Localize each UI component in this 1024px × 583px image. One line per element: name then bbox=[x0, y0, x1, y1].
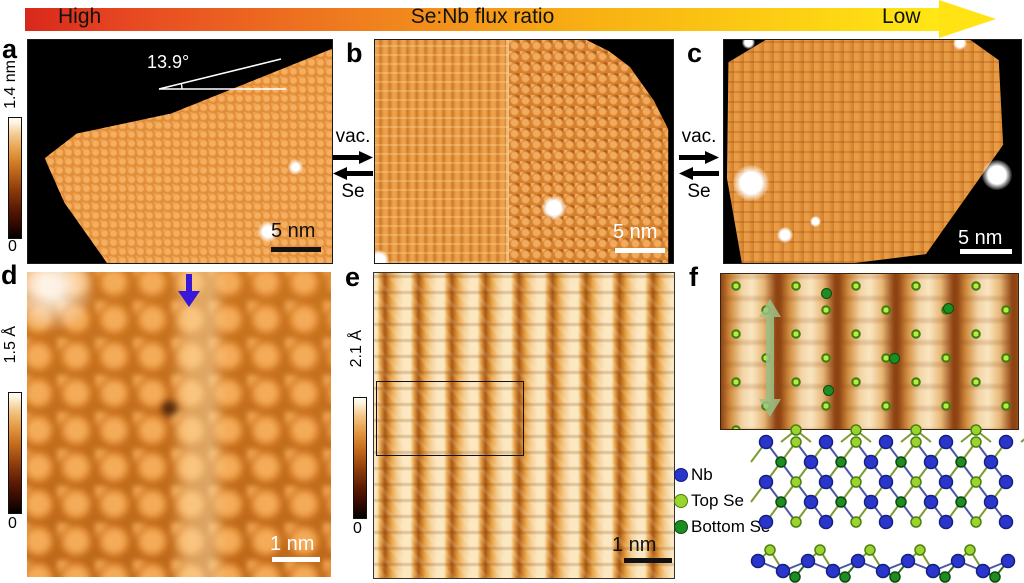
flux-ratio-gradient-arrow bbox=[25, 8, 940, 31]
transfer-annotation-1: vac. Se bbox=[330, 126, 376, 203]
colorbar-e-max-label: 2.1 Å bbox=[348, 330, 365, 368]
adsorbate-blob bbox=[952, 40, 967, 50]
scalebar-e-bar bbox=[624, 558, 672, 563]
adsorbate-blob bbox=[541, 196, 566, 221]
stm-image-a: 13.9° 5 nm bbox=[27, 39, 333, 264]
adsorbate-blob bbox=[732, 164, 769, 201]
scalebar-c-bar bbox=[960, 249, 1012, 254]
legend-item-bottom-se: Bottom Se bbox=[674, 514, 799, 540]
nb-color-dot bbox=[674, 468, 688, 482]
scalebar-d-label: 1 nm bbox=[270, 533, 315, 555]
high-label: High bbox=[58, 5, 102, 28]
panel-c-letter: c bbox=[687, 38, 703, 68]
defect-arrow-icon bbox=[178, 274, 200, 307]
adsorbate-blob bbox=[375, 249, 389, 263]
adsorbate-blob bbox=[741, 40, 755, 49]
scalebar-a-label: 5 nm bbox=[271, 220, 316, 242]
panel-d-letter: d bbox=[1, 260, 18, 290]
bottom-se-atom bbox=[943, 303, 954, 314]
colorbar-a-max-label: 1.4 nm bbox=[2, 60, 19, 109]
adsorbate-blob bbox=[982, 160, 1013, 191]
gradient-arrowhead-icon bbox=[939, 0, 996, 38]
crystal-structure-model bbox=[750, 424, 1024, 583]
colorbar-d-max-label: 1.5 Å bbox=[2, 326, 19, 364]
legend-label: Nb bbox=[691, 465, 713, 484]
zoom-region-rectangle bbox=[376, 381, 524, 456]
stm-image-b: 5 nm bbox=[374, 39, 674, 264]
stm-image-e: 1 nm bbox=[373, 272, 675, 579]
bottom-se-atom bbox=[823, 385, 834, 396]
colorbar-a-min-label: 0 bbox=[8, 238, 17, 255]
stm-image-d: 1 nm bbox=[27, 272, 331, 577]
colorbar-e bbox=[353, 397, 367, 519]
angle-annotation-lines bbox=[158, 58, 286, 90]
colorbar-e-min-label: 0 bbox=[353, 520, 362, 537]
adsorbate-blob bbox=[777, 227, 794, 244]
legend-item-nb: Nb bbox=[674, 462, 799, 488]
atom-legend: Nb Top Se Bottom Se bbox=[674, 462, 799, 540]
scalebar-a-bar bbox=[271, 247, 321, 252]
phase-boundary bbox=[506, 40, 510, 263]
scalebar-e-label: 1 nm bbox=[612, 534, 657, 556]
scalebar-b-label: 5 nm bbox=[613, 221, 658, 243]
moire-lattice-texture bbox=[27, 272, 331, 577]
arrow-left-icon bbox=[679, 166, 719, 180]
arrow-left-icon bbox=[333, 166, 373, 180]
scalebar-c-label: 5 nm bbox=[958, 227, 1003, 249]
colorbar-d-min-label: 0 bbox=[8, 515, 17, 532]
angle-label: 13.9° bbox=[147, 52, 190, 72]
transfer-annotation-2: vac. Se bbox=[676, 126, 722, 203]
legend-item-top-se: Top Se bbox=[674, 488, 799, 514]
scalebar-d-bar bbox=[272, 557, 320, 562]
legend-label: Bottom Se bbox=[691, 517, 771, 536]
bottom-se-atom bbox=[821, 288, 832, 299]
low-label: Low bbox=[882, 5, 921, 28]
flux-ratio-title: Se:Nb flux ratio bbox=[410, 5, 555, 28]
stripe-phase-region bbox=[375, 40, 510, 263]
panel-f-letter: f bbox=[689, 262, 698, 292]
panel-b-letter: b bbox=[346, 38, 363, 68]
legend-label: Top Se bbox=[691, 491, 744, 510]
panel-a-letter: a bbox=[2, 34, 18, 64]
vacuum-label-2: vac. bbox=[681, 126, 717, 147]
panel-e-letter: e bbox=[345, 262, 361, 292]
arrow-right-icon bbox=[333, 150, 373, 164]
arrow-right-icon bbox=[679, 150, 719, 164]
se-label-1: Se bbox=[341, 180, 365, 202]
colorbar-a bbox=[8, 117, 22, 239]
scalebar-b-bar bbox=[615, 248, 665, 253]
stripe-period-arrow-icon bbox=[759, 299, 781, 417]
bottom-se-color-dot bbox=[674, 520, 688, 534]
vacuum-label-1: vac. bbox=[335, 126, 371, 147]
bottom-se-atom bbox=[889, 353, 900, 364]
stm-image-f bbox=[720, 273, 1019, 430]
stripe-chain-texture bbox=[374, 273, 674, 578]
colorbar-d bbox=[8, 392, 22, 514]
stm-image-c: 5 nm bbox=[723, 39, 1022, 264]
adsorbate-blob bbox=[810, 216, 822, 228]
top-se-color-dot bbox=[674, 494, 688, 508]
se-label-2: Se bbox=[687, 180, 711, 202]
